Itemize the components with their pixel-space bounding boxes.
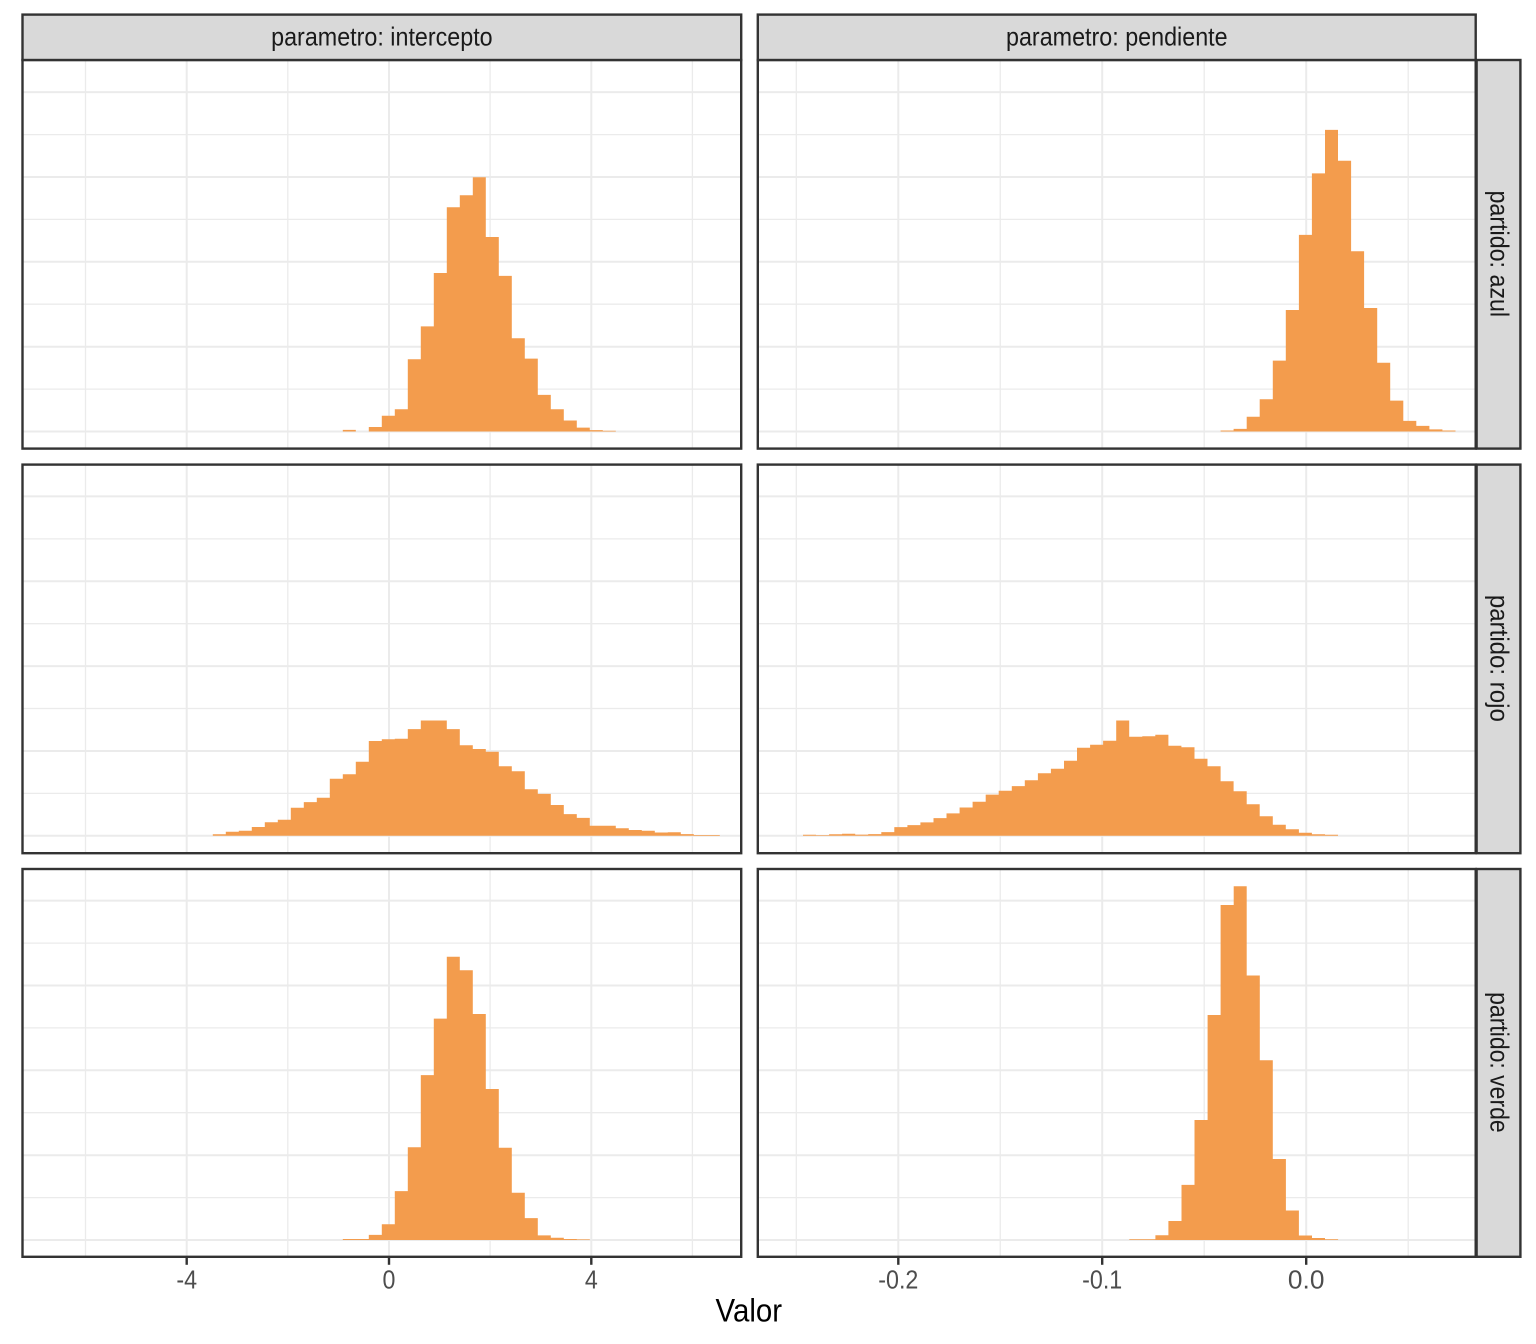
svg-text:-0.2: -0.2 — [878, 1267, 918, 1295]
svg-text:-0.1: -0.1 — [1082, 1267, 1122, 1295]
svg-text:partido: azul: partido: azul — [1485, 190, 1513, 317]
svg-text:0.0: 0.0 — [1288, 1267, 1325, 1295]
svg-text:parametro: pendiente: parametro: pendiente — [1006, 24, 1228, 52]
svg-text:parametro: intercepto: parametro: intercepto — [271, 24, 493, 52]
svg-text:4: 4 — [585, 1267, 598, 1295]
svg-text:partido: verde: partido: verde — [1485, 992, 1513, 1133]
svg-text:0: 0 — [383, 1267, 396, 1295]
svg-text:partido: rojo: partido: rojo — [1485, 595, 1513, 722]
svg-text:Valor: Valor — [716, 1293, 783, 1329]
svg-text:-4: -4 — [176, 1267, 197, 1295]
